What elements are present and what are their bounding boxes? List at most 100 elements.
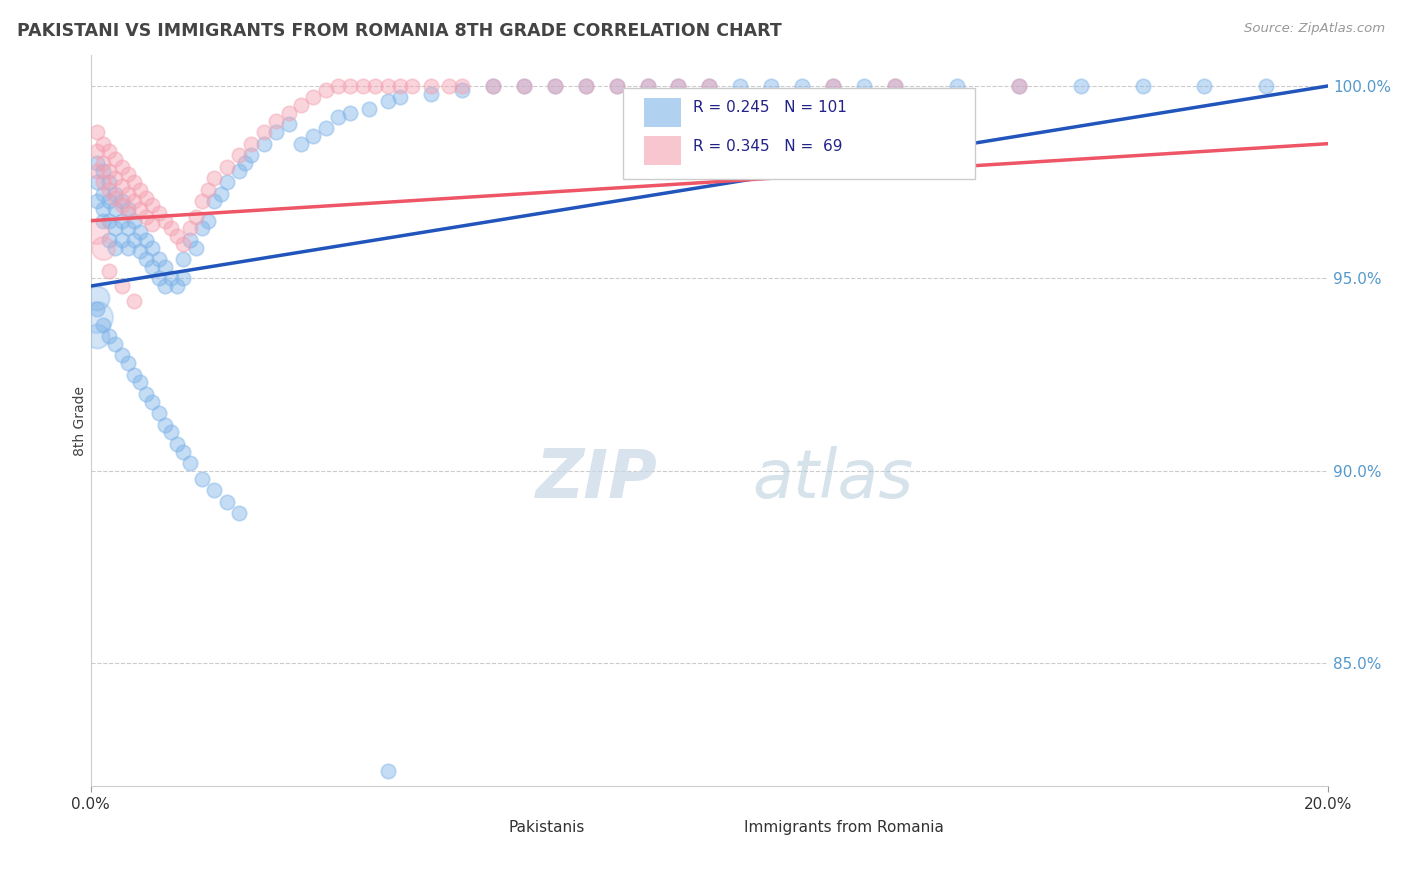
Point: [86, 156, 108, 170]
Point: [179, 456, 201, 470]
Point: [86, 194, 108, 209]
Bar: [644, 136, 681, 165]
Point: [668, 78, 690, 93]
Point: [122, 175, 145, 189]
Point: [482, 78, 505, 93]
Point: [575, 78, 598, 93]
Point: [482, 78, 505, 93]
Point: [98, 213, 121, 227]
Point: [823, 78, 845, 93]
Point: [606, 78, 628, 93]
Point: [98, 233, 121, 247]
Point: [377, 764, 399, 778]
Point: [377, 95, 399, 109]
Point: [98, 163, 121, 178]
Bar: [697, 818, 734, 836]
Point: [202, 171, 225, 186]
Point: [419, 87, 441, 101]
Point: [110, 279, 132, 293]
Point: [129, 244, 152, 259]
Point: [228, 148, 250, 162]
Point: [135, 387, 157, 401]
Point: [91, 318, 114, 332]
Text: Source: ZipAtlas.com: Source: ZipAtlas.com: [1244, 22, 1385, 36]
Point: [86, 302, 108, 317]
Point: [377, 78, 399, 93]
Point: [141, 218, 163, 232]
Point: [86, 225, 108, 239]
Point: [110, 198, 132, 212]
Point: [302, 128, 325, 143]
Point: [290, 98, 312, 112]
Point: [253, 125, 276, 139]
Point: [451, 83, 474, 97]
Point: [141, 394, 163, 409]
Point: [197, 213, 219, 227]
Text: R = 0.245   N = 101: R = 0.245 N = 101: [693, 100, 848, 115]
Point: [668, 78, 690, 93]
Point: [761, 78, 783, 93]
Point: [91, 202, 114, 216]
Point: [110, 213, 132, 227]
Point: [98, 263, 121, 277]
Point: [129, 183, 152, 197]
Point: [544, 78, 567, 93]
Point: [135, 233, 157, 247]
Point: [326, 110, 349, 124]
Point: [197, 183, 219, 197]
Y-axis label: 8th Grade: 8th Grade: [73, 385, 87, 456]
Point: [129, 202, 152, 216]
Point: [228, 506, 250, 520]
Point: [91, 156, 114, 170]
Point: [352, 78, 374, 93]
Point: [86, 175, 108, 189]
Point: [513, 78, 536, 93]
Point: [233, 156, 256, 170]
Point: [98, 329, 121, 343]
Point: [86, 310, 108, 324]
Point: [277, 106, 299, 120]
Point: [86, 125, 108, 139]
Point: [215, 175, 238, 189]
Text: PAKISTANI VS IMMIGRANTS FROM ROMANIA 8TH GRADE CORRELATION CHART: PAKISTANI VS IMMIGRANTS FROM ROMANIA 8TH…: [17, 22, 782, 40]
Point: [264, 113, 287, 128]
Point: [215, 160, 238, 174]
Point: [86, 291, 108, 305]
Point: [104, 336, 127, 351]
Point: [117, 221, 139, 235]
Point: [884, 78, 907, 93]
Point: [141, 260, 163, 274]
Point: [184, 241, 207, 255]
Point: [110, 160, 132, 174]
Point: [277, 117, 299, 131]
Point: [153, 213, 176, 227]
Point: [104, 171, 127, 186]
Point: [184, 210, 207, 224]
Text: Immigrants from Romania: Immigrants from Romania: [744, 820, 943, 835]
Point: [172, 271, 194, 285]
Point: [637, 78, 659, 93]
Point: [135, 210, 157, 224]
Point: [117, 168, 139, 182]
Point: [253, 136, 276, 151]
FancyBboxPatch shape: [623, 88, 976, 179]
Point: [122, 368, 145, 382]
Point: [141, 241, 163, 255]
Point: [240, 136, 263, 151]
Point: [179, 233, 201, 247]
Text: R = 0.345   N =  69: R = 0.345 N = 69: [693, 139, 842, 154]
Point: [153, 417, 176, 432]
Point: [91, 213, 114, 227]
Point: [129, 376, 152, 390]
Point: [853, 78, 876, 93]
Point: [637, 78, 659, 93]
Point: [191, 221, 214, 235]
Point: [326, 78, 349, 93]
Point: [191, 194, 214, 209]
Point: [315, 83, 337, 97]
Point: [91, 163, 114, 178]
Text: atlas: atlas: [752, 445, 914, 511]
Text: Pakistanis: Pakistanis: [509, 820, 585, 835]
Point: [141, 198, 163, 212]
Point: [98, 194, 121, 209]
